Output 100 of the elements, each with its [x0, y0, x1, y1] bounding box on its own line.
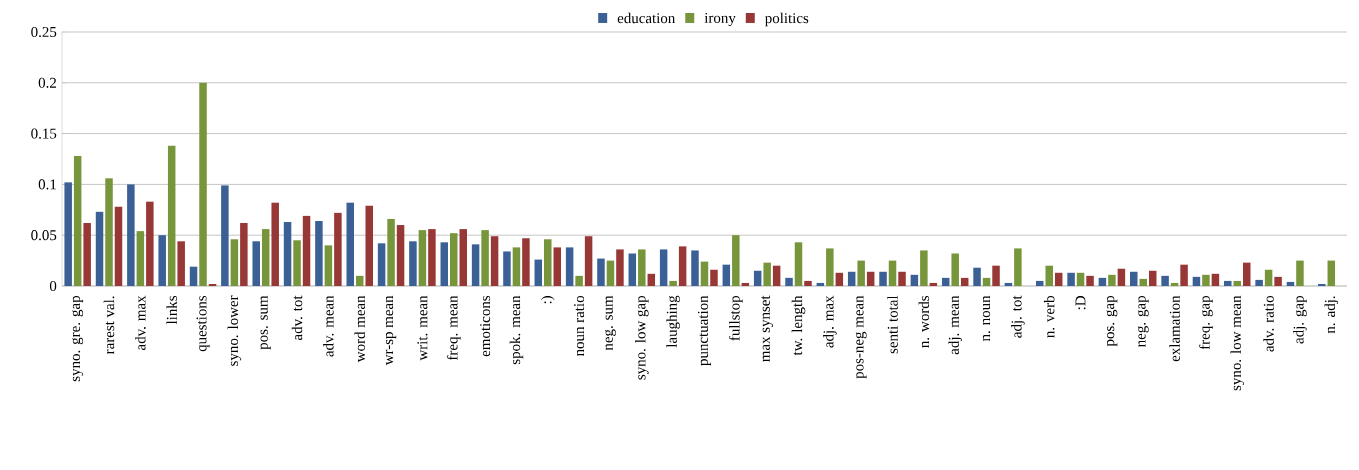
- x-tick-label: tw. length: [791, 295, 806, 356]
- bar: [847, 271, 856, 286]
- y-tick-label: 0.2: [38, 77, 56, 88]
- bar: [428, 229, 436, 286]
- x-tick-label: punctuation: [697, 295, 712, 366]
- legend-label: education: [617, 12, 676, 24]
- x-tick-label: :): [541, 296, 555, 304]
- bar: [481, 230, 489, 286]
- x-tick-label: n. words: [918, 295, 930, 348]
- bar: [1192, 276, 1201, 286]
- bar: [669, 280, 677, 286]
- x-tick-label: pos-neg mean: [855, 295, 867, 379]
- bar: [177, 241, 185, 286]
- bar: [992, 265, 1000, 286]
- bar: [73, 155, 82, 286]
- bar: [208, 283, 217, 286]
- bar: [503, 251, 511, 286]
- bar: [1202, 274, 1210, 286]
- x-tick-label: spok. mean: [509, 295, 524, 365]
- y-tick-label: 0.25: [31, 26, 57, 38]
- bar: [158, 235, 166, 286]
- bar: [167, 145, 176, 286]
- x-tick-label: word mean: [354, 295, 365, 363]
- bar: [804, 280, 812, 286]
- bar: [490, 236, 499, 286]
- bar: [659, 249, 668, 286]
- x-tick-label: adv. ratio: [1263, 295, 1274, 352]
- bar: [1067, 272, 1075, 286]
- bar: [1130, 271, 1138, 286]
- x-tick-label: syno. lower: [227, 295, 242, 366]
- bar: [1180, 264, 1188, 286]
- bar: [960, 277, 969, 286]
- bar: [114, 206, 123, 286]
- bar: [941, 277, 950, 286]
- bar: [127, 184, 135, 286]
- bar: [1255, 279, 1263, 286]
- bar: [691, 250, 699, 286]
- x-tick-label: syno. low mean: [1230, 295, 1245, 391]
- x-tick-label: links: [166, 295, 177, 325]
- bar: [534, 259, 543, 286]
- bar: [1117, 268, 1126, 286]
- bar: [1004, 282, 1013, 286]
- bar: [1148, 270, 1157, 286]
- x-tick-label: pos. sum: [260, 295, 271, 350]
- bar: [252, 241, 260, 286]
- bar: [261, 229, 270, 286]
- bar: [471, 244, 480, 286]
- bar: [95, 211, 104, 286]
- x-tick-label: exlamation: [1169, 295, 1180, 362]
- bar: [1098, 277, 1107, 286]
- bar: [346, 202, 354, 286]
- bar: [1108, 274, 1116, 286]
- x-tick-label: n. adj.: [1324, 296, 1339, 334]
- bar: [146, 201, 154, 286]
- bar: [293, 240, 301, 286]
- x-tick-label: neg. sum: [605, 295, 616, 351]
- x-tick-label: adj. tot: [1011, 295, 1025, 338]
- bar: [763, 262, 771, 286]
- bar: [1243, 262, 1251, 286]
- bar: [1318, 283, 1326, 286]
- bar: [1139, 278, 1147, 286]
- bar: [387, 218, 395, 286]
- bar: [929, 282, 938, 286]
- bar: [1274, 276, 1282, 286]
- bar: [1054, 272, 1063, 286]
- bar: [377, 243, 386, 286]
- x-tick-label: writ. mean: [417, 295, 428, 361]
- bar: [1296, 260, 1304, 286]
- bar: [1286, 281, 1295, 286]
- x-tick-label: freq. gap: [1199, 296, 1213, 350]
- bar: [189, 266, 198, 286]
- x-tick-label: n. noun: [982, 295, 991, 342]
- bar: [616, 249, 624, 286]
- bar: [835, 272, 844, 286]
- x-tick-label: adv. tot: [291, 295, 303, 340]
- bar: [732, 235, 740, 286]
- bar: [951, 253, 959, 286]
- bar: [920, 250, 928, 286]
- bar: [271, 202, 279, 286]
- bar: [1086, 275, 1094, 286]
- bar: [879, 271, 887, 286]
- bar: [898, 271, 906, 286]
- bar: [459, 229, 467, 286]
- bar: [512, 247, 521, 286]
- bar: [910, 274, 919, 286]
- bar: [221, 185, 229, 286]
- bar: [982, 277, 991, 286]
- bar: [1076, 272, 1085, 286]
- bar: [1264, 269, 1273, 286]
- bar: [1014, 248, 1022, 286]
- bar: [700, 261, 709, 286]
- bar: [606, 260, 615, 286]
- x-tick-label: adj. max: [823, 295, 837, 348]
- bar: [64, 182, 72, 286]
- bar: [722, 264, 731, 286]
- x-tick-label: fullstop: [728, 296, 743, 341]
- x-tick-label: laughing: [666, 295, 680, 348]
- bar: [324, 245, 333, 286]
- x-tick-label: syno. gre. gap: [72, 296, 84, 382]
- bar: [1327, 260, 1336, 286]
